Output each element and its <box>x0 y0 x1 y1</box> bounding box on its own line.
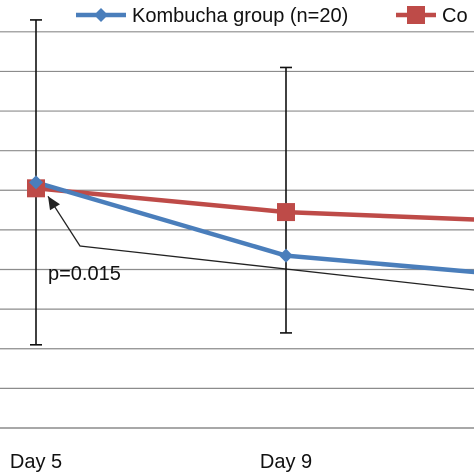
legend-layer: Kombucha group (n=20) Co <box>76 5 468 27</box>
data-point <box>29 175 43 190</box>
annotation-arrowhead <box>48 196 60 211</box>
legend-marker <box>94 8 108 22</box>
legend-marker <box>407 6 425 24</box>
series-layer <box>27 175 474 275</box>
x-tick-label: Day 9 <box>260 451 312 473</box>
data-point <box>279 248 293 263</box>
annotation-label: p=0.015 <box>48 263 121 285</box>
series-line <box>35 186 474 222</box>
axis-layer: Day 5 Day 9 <box>0 427 474 473</box>
grid-layer <box>0 31 474 389</box>
errorbar-layer <box>30 19 292 346</box>
annotation-layer: p=0.015 <box>47 195 474 291</box>
x-tick-label: Day 5 <box>10 451 62 473</box>
annotation-connector <box>47 195 474 291</box>
legend-label: Co <box>442 5 468 27</box>
legend-label: Kombucha group (n=20) <box>132 5 348 27</box>
data-point <box>277 203 295 222</box>
